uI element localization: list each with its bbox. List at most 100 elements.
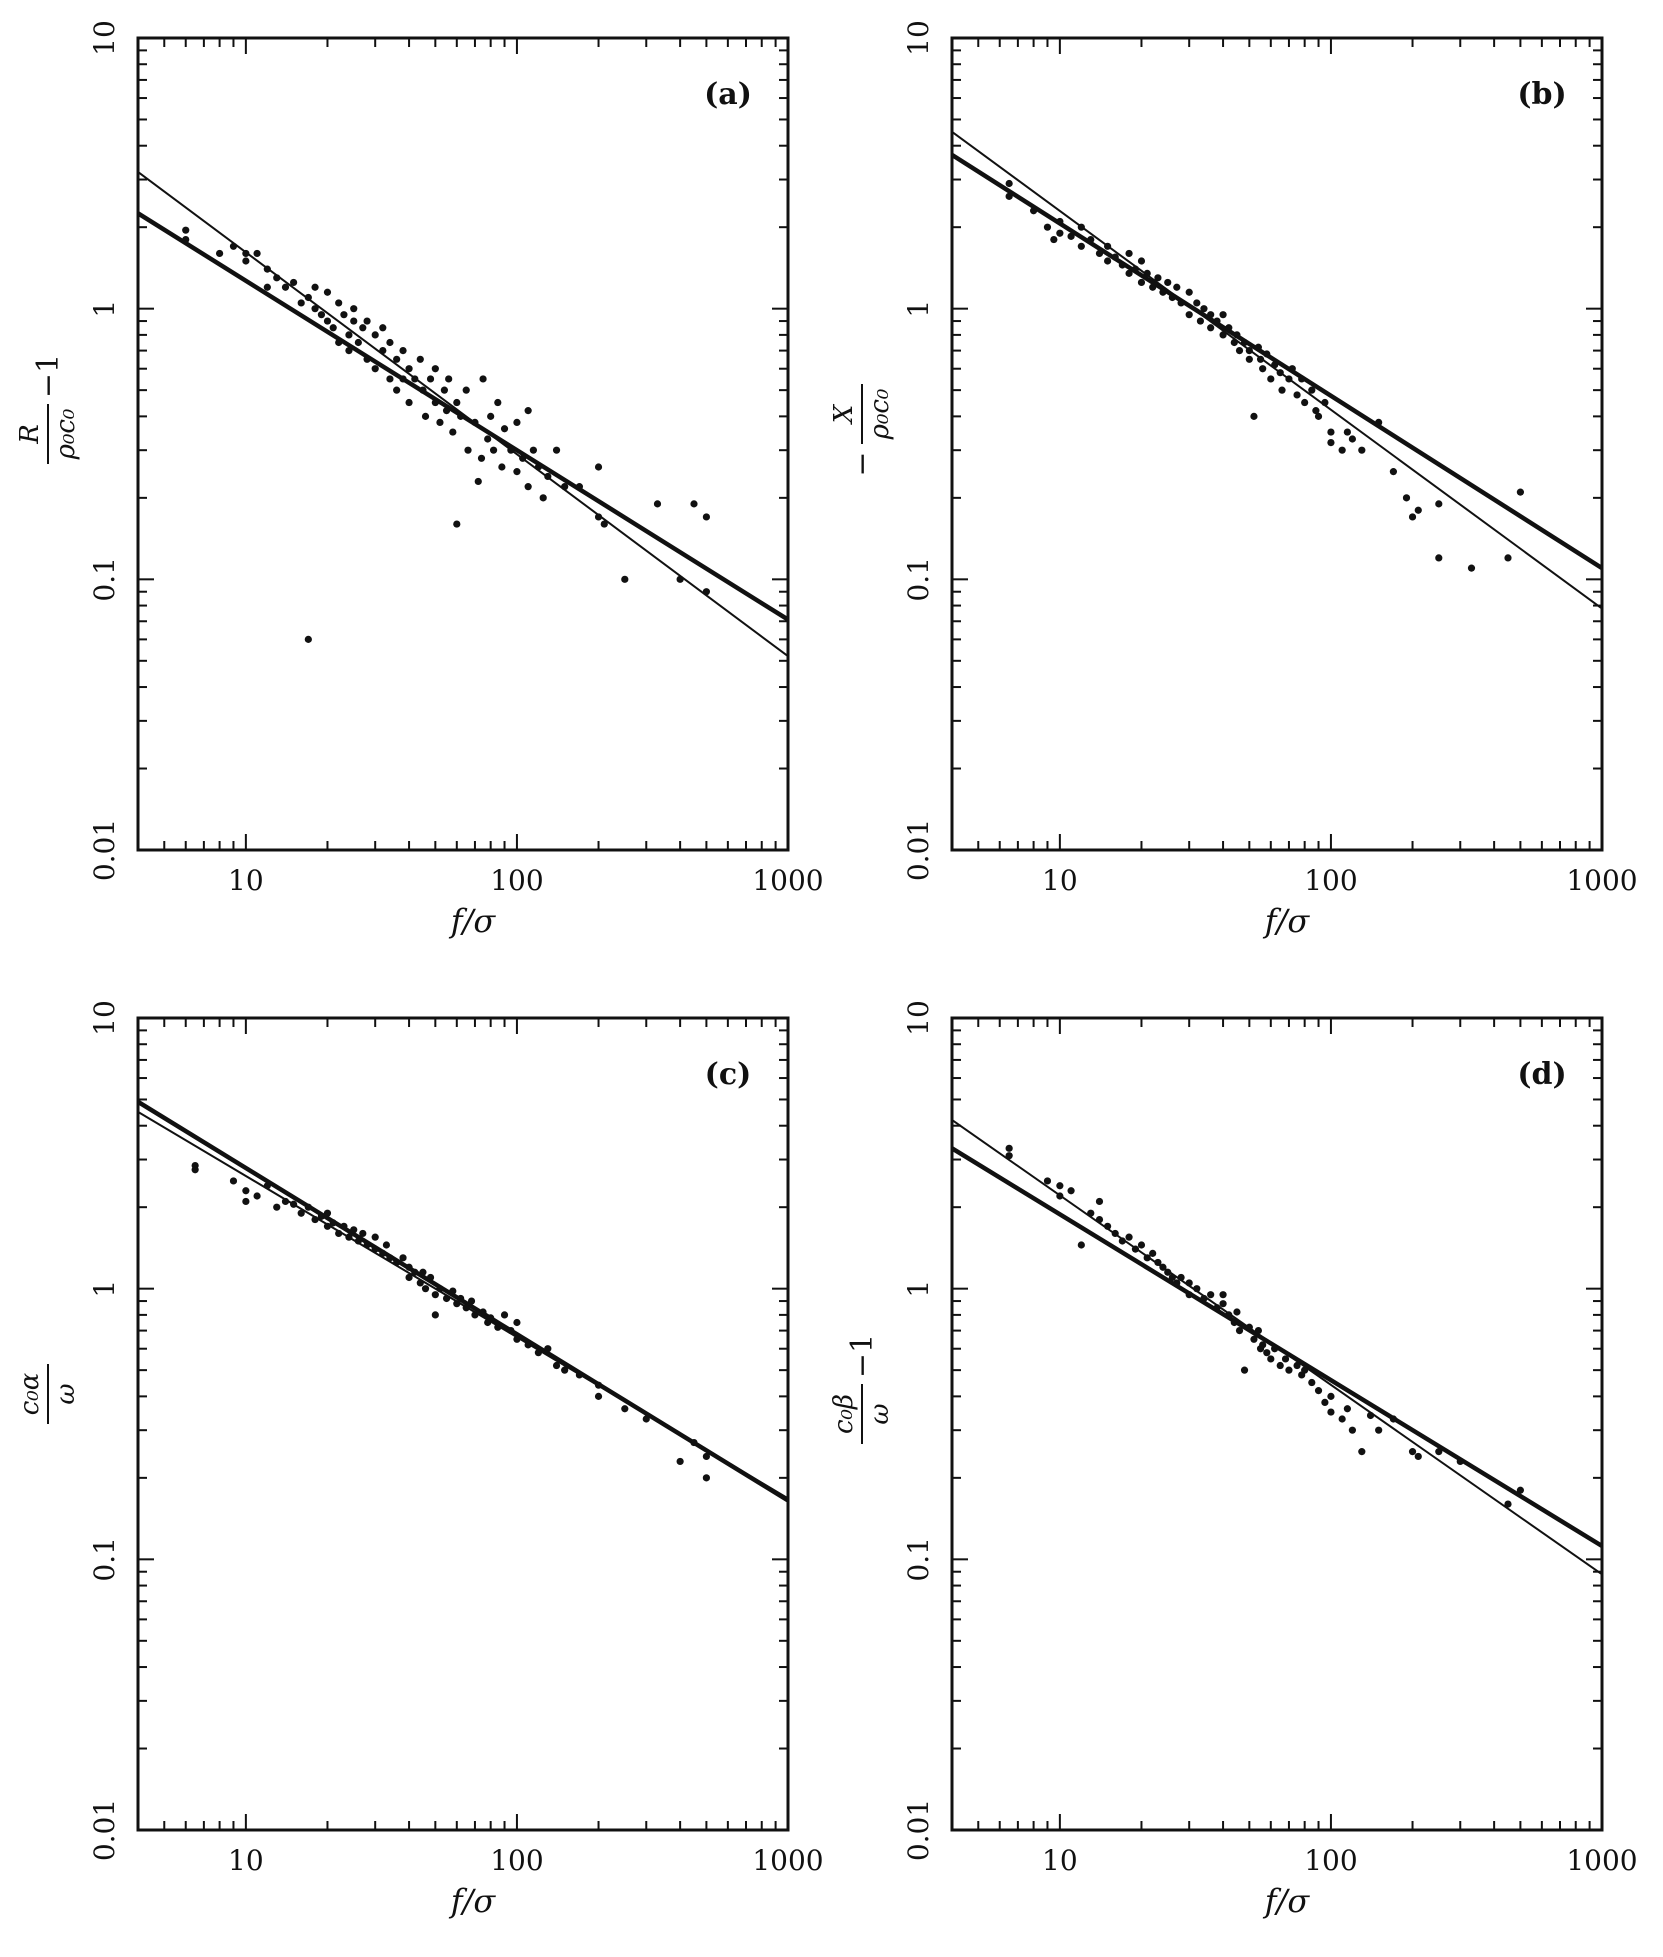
svg-text:ω: ω <box>865 1403 895 1424</box>
data-point <box>690 1438 698 1447</box>
data-point <box>1285 375 1293 383</box>
data-point <box>1414 506 1422 514</box>
data-point <box>702 513 711 521</box>
data-point <box>340 1222 348 1230</box>
y-tick-label: 1 <box>902 1280 935 1298</box>
data-point <box>1111 253 1119 261</box>
data-point <box>487 412 495 420</box>
data-point <box>1154 1258 1162 1267</box>
data-point <box>1259 365 1267 373</box>
data-point <box>1173 1279 1181 1287</box>
data-point <box>1348 1426 1356 1434</box>
data-point <box>1389 1415 1398 1423</box>
data-point <box>1077 223 1085 231</box>
data-point <box>471 1311 479 1319</box>
data-point <box>489 446 498 454</box>
svg-text:ρ₀c₀: ρ₀c₀ <box>51 408 81 460</box>
data-point <box>263 283 271 291</box>
data-point <box>1271 1345 1279 1353</box>
data-point <box>1225 1311 1233 1319</box>
data-point <box>419 386 427 394</box>
data-point <box>544 1345 552 1353</box>
data-point <box>304 1203 312 1211</box>
data-point <box>229 1177 238 1185</box>
data-point <box>399 1254 407 1262</box>
data-point <box>534 1349 542 1357</box>
data-point <box>1219 311 1227 319</box>
data-point <box>484 435 492 443</box>
data-point <box>561 483 569 491</box>
data-point <box>1267 1355 1275 1363</box>
data-point <box>1293 1361 1301 1370</box>
data-point <box>1435 1448 1443 1456</box>
data-point <box>1213 317 1221 325</box>
data-point <box>371 331 379 339</box>
data-point <box>1131 265 1140 273</box>
data-point <box>494 398 502 407</box>
data-point <box>1250 412 1258 420</box>
data-point <box>304 635 312 643</box>
data-point <box>215 249 224 258</box>
data-point <box>191 1166 199 1174</box>
data-point <box>1298 375 1306 383</box>
data-point <box>1435 500 1443 508</box>
data-point <box>1343 428 1351 436</box>
data-point <box>1343 1405 1351 1413</box>
data-point <box>1504 554 1512 562</box>
data-point <box>386 1254 394 1262</box>
data-point <box>263 1182 271 1190</box>
data-point <box>1348 435 1356 443</box>
data-point <box>1278 386 1286 394</box>
data-point <box>1230 338 1238 347</box>
data-point <box>1193 299 1201 307</box>
data-point <box>1389 468 1398 476</box>
data-point <box>621 1405 629 1413</box>
data-point <box>1143 269 1151 277</box>
data-point <box>1293 391 1301 399</box>
data-point <box>1056 217 1064 226</box>
y-axis-label: c₀β ω −1 <box>829 1334 895 1444</box>
data-point <box>1118 1237 1126 1245</box>
data-point <box>1312 407 1320 415</box>
y-tick-label: 0.1 <box>902 1537 935 1582</box>
data-point <box>477 454 486 462</box>
data-point <box>323 1209 332 1217</box>
data-point <box>386 338 394 347</box>
data-point <box>1125 249 1133 258</box>
svg-text:c₀α: c₀α <box>15 1372 45 1415</box>
data-point <box>1408 513 1417 521</box>
data-point <box>1200 1294 1208 1303</box>
data-point <box>416 1279 424 1287</box>
data-point <box>379 346 387 355</box>
x-tick-label: 100 <box>490 864 543 897</box>
data-point <box>359 324 367 332</box>
data-point <box>702 1474 711 1482</box>
data-point <box>363 1241 371 1249</box>
data-point <box>1267 375 1275 383</box>
data-point <box>524 407 532 415</box>
plot-frame <box>136 1016 790 1832</box>
data-point <box>1168 293 1176 302</box>
data-point <box>1154 274 1162 282</box>
data-point <box>1137 1241 1146 1249</box>
data-point <box>513 418 521 427</box>
data-point <box>1043 1177 1052 1185</box>
chart-panel-a: 10 100 1000 0.01 0.1 1 10 f/σ R ρ₀c₀ −1 (a) <box>15 20 824 940</box>
data-point <box>1125 1233 1133 1241</box>
data-point <box>1254 343 1262 351</box>
data-point <box>1104 1222 1112 1230</box>
data-point <box>1056 1182 1064 1190</box>
data-point <box>1185 311 1193 319</box>
data-point <box>1193 1285 1201 1293</box>
x-tick-label: 10 <box>228 864 264 897</box>
data-point <box>507 1326 515 1335</box>
data-point <box>1456 1457 1464 1466</box>
data-point <box>1467 564 1476 572</box>
data-point <box>1185 1279 1193 1287</box>
data-point <box>405 1273 413 1282</box>
data-point <box>1077 1241 1085 1249</box>
data-point <box>479 1308 487 1316</box>
data-point <box>436 1285 444 1293</box>
data-point <box>297 299 305 307</box>
